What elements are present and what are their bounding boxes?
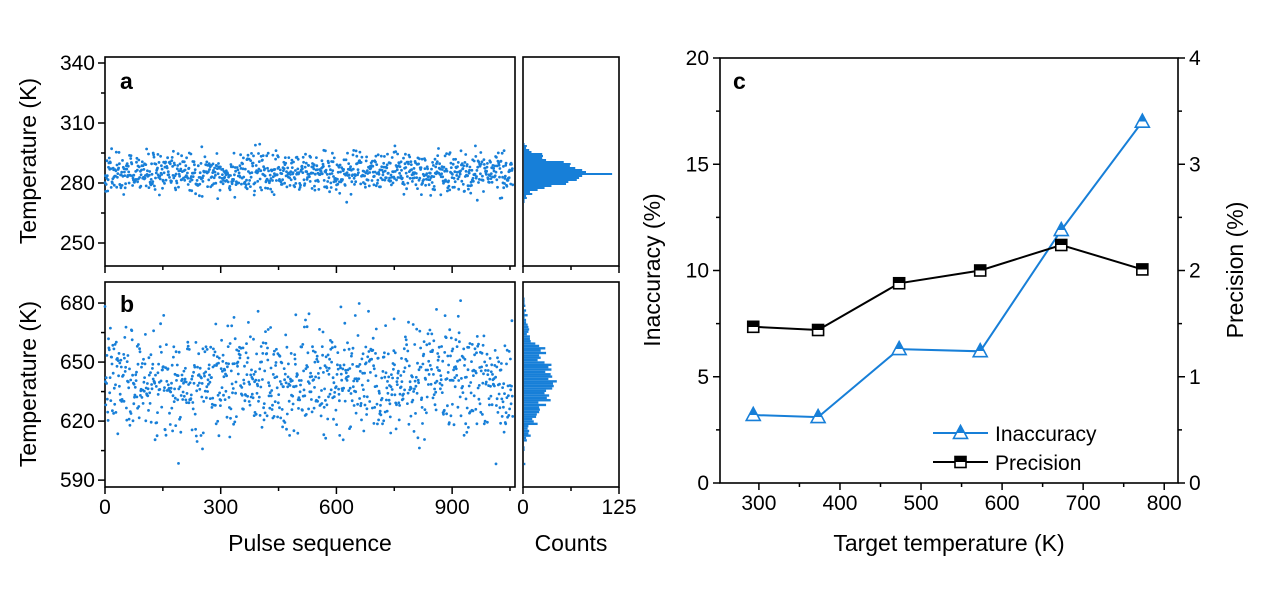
tick-label: 20	[686, 47, 709, 70]
target-temperature-xlabel: Target temperature (K)	[833, 530, 1064, 556]
tick-label: 250	[60, 232, 95, 255]
tick-label: 590	[60, 469, 95, 492]
panel-b-ylabel: Temperature (K)	[15, 301, 41, 467]
panel-b-axes: 590 620 650 680 0 300 600 900 0 125	[60, 281, 637, 519]
panel-c-axes: 0 5 10 15 20 0 1 2 3 4 300 400 500 600 700 800	[686, 47, 1201, 515]
tick-label: 2	[1189, 260, 1201, 283]
counts-xlabel: Counts	[535, 530, 608, 556]
pulse-sequence-xlabel: Pulse sequence	[228, 530, 392, 556]
panel-b-letter: b	[120, 291, 134, 317]
precision-ylabel: Precision (%)	[1222, 202, 1248, 339]
tick-label: 125	[601, 496, 636, 519]
tick-label: 400	[822, 492, 857, 515]
panel-a-hist	[523, 143, 613, 203]
panel-a-axes: 250 280 310 340	[60, 52, 620, 273]
inaccuracy-ylabel: Inaccuracy (%)	[639, 193, 665, 346]
tick-label: 0	[697, 472, 709, 495]
tick-label: 0	[1189, 472, 1201, 495]
tick-label: 4	[1189, 47, 1201, 70]
panel-c-legend	[933, 423, 988, 469]
tick-label: 5	[697, 366, 709, 389]
tick-label: 340	[60, 52, 95, 75]
panel-b: 590 620 650 680 0 300 600 900 0 125 b Temperature…	[15, 281, 637, 556]
tick-label: 15	[686, 153, 709, 176]
tick-label: 300	[741, 492, 776, 515]
panel-a-points	[103, 142, 515, 204]
tick-label: 620	[60, 410, 95, 433]
panel-c-series	[744, 112, 1151, 424]
panel-a-ylabel: Temperature (K)	[15, 78, 41, 244]
tick-label: 300	[203, 496, 238, 519]
tick-label: 650	[60, 351, 95, 374]
tick-label: 3	[1189, 153, 1201, 176]
panel-c-letter: c	[733, 68, 746, 94]
tick-label: 10	[686, 260, 709, 283]
tick-label: 310	[60, 112, 95, 135]
tick-label: 600	[985, 492, 1020, 515]
tick-label: 600	[319, 496, 354, 519]
tick-label: 800	[1147, 492, 1182, 515]
tick-label: 0	[517, 496, 529, 519]
tick-label: 680	[60, 292, 95, 315]
panel-c: 0 5 10 15 20 0 1 2 3 4 300 400 500 600 700 800 c Inaccu…	[639, 47, 1248, 556]
panel-b-hist	[523, 297, 557, 466]
tick-label: 280	[60, 172, 95, 195]
panel-b-points	[103, 298, 515, 466]
tick-label: 500	[904, 492, 939, 515]
panel-a-letter: a	[120, 68, 133, 94]
tick-label: 700	[1066, 492, 1101, 515]
tick-label: 0	[99, 496, 111, 519]
legend-precision-label: Precision	[995, 452, 1081, 475]
legend-inaccuracy-label: Inaccuracy	[995, 423, 1097, 446]
tick-label: 900	[435, 496, 470, 519]
panel-a: 250 280 310 340 a Temperature (K)	[15, 52, 620, 273]
tick-label: 1	[1189, 366, 1201, 389]
